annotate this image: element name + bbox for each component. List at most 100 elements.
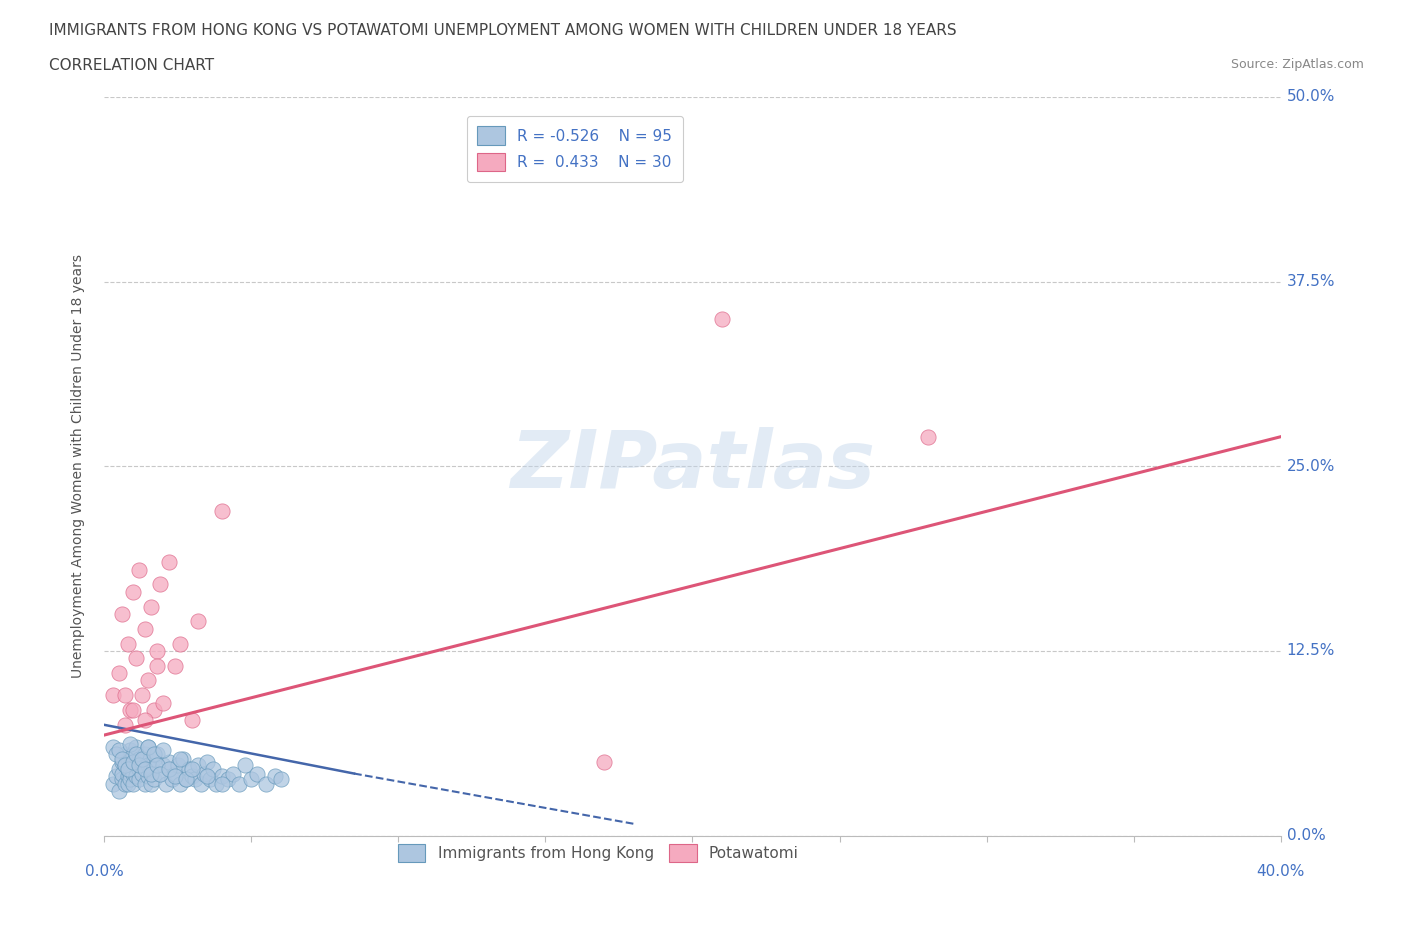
Point [149,766,172,781]
Point [593,754,616,769]
Point [125,651,148,666]
Point [122,754,145,769]
Point [157,754,180,769]
Point [107,784,129,799]
Point [254,777,277,791]
Point [211,769,233,784]
Point [120,766,142,781]
Text: Source: ZipAtlas.com: Source: ZipAtlas.com [1230,58,1364,71]
Text: 12.5%: 12.5% [1286,644,1336,658]
Point [122,754,145,769]
Point [149,577,172,591]
Point [136,673,159,688]
Point [143,751,166,766]
Point [222,766,245,781]
Point [184,772,207,787]
Point [240,772,263,787]
Point [136,739,159,754]
Point [128,751,150,766]
Point [128,563,150,578]
Point [217,772,239,787]
Point [111,772,134,787]
Point [125,757,148,772]
Point [193,766,215,781]
Point [101,739,124,754]
Point [143,772,166,787]
Point [146,747,169,762]
Point [134,713,156,728]
Point [157,762,180,777]
Point [198,772,221,787]
Point [117,777,139,791]
Point [117,751,139,766]
Point [169,777,191,791]
Point [204,777,226,791]
Point [122,702,145,717]
Point [139,762,162,777]
Point [120,757,142,772]
Point [139,766,162,781]
Point [176,772,198,787]
Point [107,742,129,757]
Point [120,737,142,751]
Point [111,766,134,781]
Point [104,747,127,762]
Point [181,713,204,728]
Point [187,614,209,629]
Point [136,757,159,772]
Point [114,688,136,703]
Point [122,584,145,599]
Point [134,777,156,791]
Point [128,762,150,777]
Point [263,769,285,784]
Point [117,769,139,784]
Point [201,762,224,777]
Legend: Immigrants from Hong Kong, Potawatomi: Immigrants from Hong Kong, Potawatomi [392,838,804,869]
Point [195,769,218,784]
Point [270,772,292,787]
Point [107,666,129,681]
Point [111,754,134,769]
Point [152,696,174,711]
Point [195,754,218,769]
Text: 0.0%: 0.0% [1286,828,1326,844]
Point [233,757,256,772]
Point [187,757,209,772]
Point [101,688,124,703]
Text: IMMIGRANTS FROM HONG KONG VS POTAWATOMI UNEMPLOYMENT AMONG WOMEN WITH CHILDREN U: IMMIGRANTS FROM HONG KONG VS POTAWATOMI … [49,23,957,38]
Point [146,658,169,673]
Point [131,766,153,781]
Point [117,762,139,777]
Point [114,757,136,772]
Point [179,762,201,777]
Point [160,772,183,787]
Point [117,762,139,777]
Point [146,757,169,772]
Point [101,777,124,791]
Point [114,777,136,791]
Point [125,747,148,762]
Point [172,751,194,766]
Point [143,702,166,717]
Point [166,757,188,772]
Point [917,430,939,445]
Point [136,769,159,784]
Text: ZIPatlas: ZIPatlas [510,427,875,505]
Text: CORRELATION CHART: CORRELATION CHART [49,58,214,73]
Point [128,772,150,787]
Point [710,311,733,325]
Text: 37.5%: 37.5% [1286,274,1336,289]
Point [139,599,162,614]
Point [120,702,142,717]
Point [117,636,139,651]
Point [143,747,166,762]
Point [104,769,127,784]
Point [128,757,150,772]
Point [152,742,174,757]
Point [157,555,180,570]
Point [131,754,153,769]
Point [125,769,148,784]
Point [228,777,250,791]
Point [114,747,136,762]
Point [246,766,269,781]
